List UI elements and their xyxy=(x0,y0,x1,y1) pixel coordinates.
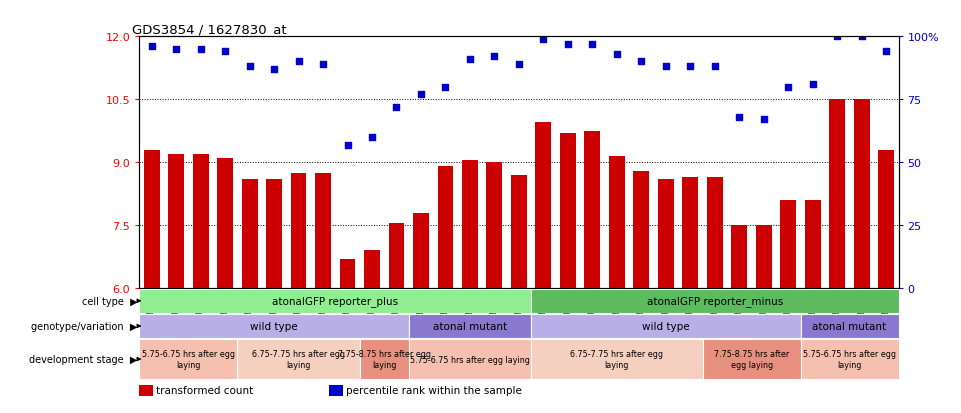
Text: 6.75-7.75 hrs after egg
laying: 6.75-7.75 hrs after egg laying xyxy=(571,349,663,369)
Point xyxy=(560,41,576,48)
Point xyxy=(878,49,894,56)
Point xyxy=(511,62,527,68)
Bar xyxy=(359,339,408,379)
Bar xyxy=(531,314,801,338)
Point xyxy=(340,142,356,149)
Bar xyxy=(217,159,233,289)
Bar xyxy=(462,161,478,289)
Text: cell type  ▶: cell type ▶ xyxy=(83,296,137,306)
Point xyxy=(805,82,821,88)
Point xyxy=(854,34,870,40)
Point xyxy=(193,46,209,53)
Bar xyxy=(139,289,531,313)
Text: development stage  ▶: development stage ▶ xyxy=(30,354,137,364)
Point xyxy=(462,57,478,63)
Point xyxy=(535,36,551,43)
Bar xyxy=(609,157,625,289)
Point xyxy=(291,59,307,66)
Bar xyxy=(364,251,380,289)
Point xyxy=(315,62,331,68)
Point xyxy=(217,49,233,56)
Bar xyxy=(139,339,237,379)
Point xyxy=(413,92,429,98)
Point xyxy=(242,64,258,71)
Text: 7.75-8.75 hrs after
egg laying: 7.75-8.75 hrs after egg laying xyxy=(714,349,789,369)
Text: 7.75-8.75 hrs after egg
laying: 7.75-8.75 hrs after egg laying xyxy=(337,349,431,369)
Text: percentile rank within the sample: percentile rank within the sample xyxy=(346,385,522,395)
Point xyxy=(731,114,747,121)
Bar xyxy=(437,167,454,289)
Text: 5.75-6.75 hrs after egg
laying: 5.75-6.75 hrs after egg laying xyxy=(142,349,234,369)
Point xyxy=(780,84,796,91)
Text: wild type: wild type xyxy=(250,321,298,331)
Bar xyxy=(756,225,772,289)
Point xyxy=(584,41,600,48)
Point xyxy=(144,44,160,50)
Point xyxy=(168,46,184,53)
Text: 5.75-6.75 hrs after egg
laying: 5.75-6.75 hrs after egg laying xyxy=(803,349,896,369)
Bar xyxy=(801,339,899,379)
Bar xyxy=(408,339,531,379)
Point xyxy=(438,84,454,91)
Bar xyxy=(560,133,576,289)
Bar xyxy=(192,154,209,289)
Text: atonal mutant: atonal mutant xyxy=(812,321,887,331)
Bar xyxy=(511,176,527,289)
Bar xyxy=(339,259,356,289)
Bar xyxy=(658,180,674,289)
Bar xyxy=(531,289,899,313)
Bar xyxy=(315,173,331,289)
Point xyxy=(487,54,503,61)
Text: atonalGFP reporter_minus: atonalGFP reporter_minus xyxy=(647,296,783,306)
Point xyxy=(707,64,723,71)
Point xyxy=(609,52,625,58)
Bar xyxy=(290,173,307,289)
Point xyxy=(829,34,845,40)
Text: 5.75-6.75 hrs after egg laying: 5.75-6.75 hrs after egg laying xyxy=(410,355,530,364)
Bar xyxy=(408,314,531,338)
Bar xyxy=(388,223,405,289)
Bar xyxy=(139,314,408,338)
Point xyxy=(756,117,772,123)
Bar xyxy=(531,339,702,379)
Point xyxy=(682,64,698,71)
Bar xyxy=(143,150,160,289)
Bar xyxy=(878,150,895,289)
Bar xyxy=(780,201,797,289)
Bar xyxy=(731,225,748,289)
Bar xyxy=(241,180,258,289)
Point xyxy=(658,64,674,71)
Text: atonalGFP reporter_plus: atonalGFP reporter_plus xyxy=(272,296,398,306)
Bar xyxy=(413,213,429,289)
Bar xyxy=(801,314,899,338)
Point xyxy=(364,134,380,141)
Bar xyxy=(535,123,552,289)
Bar xyxy=(330,385,343,396)
Bar xyxy=(805,201,821,289)
Text: atonal mutant: atonal mutant xyxy=(432,321,507,331)
Bar xyxy=(633,171,650,289)
Bar xyxy=(584,131,601,289)
Bar xyxy=(682,178,699,289)
Bar xyxy=(486,163,503,289)
Text: 6.75-7.75 hrs after egg
laying: 6.75-7.75 hrs after egg laying xyxy=(252,349,345,369)
Bar xyxy=(168,154,185,289)
Bar xyxy=(853,100,870,289)
Point xyxy=(633,59,649,66)
Text: GDS3854 / 1627830_at: GDS3854 / 1627830_at xyxy=(132,23,286,36)
Point xyxy=(389,104,405,111)
Text: genotype/variation  ▶: genotype/variation ▶ xyxy=(32,321,137,331)
Bar xyxy=(237,339,359,379)
Point xyxy=(266,66,282,73)
Text: transformed count: transformed count xyxy=(156,385,254,395)
Bar xyxy=(139,385,153,396)
Bar xyxy=(707,178,723,289)
Bar xyxy=(266,180,282,289)
Text: wild type: wild type xyxy=(642,321,690,331)
Bar xyxy=(829,100,846,289)
Bar xyxy=(702,339,801,379)
